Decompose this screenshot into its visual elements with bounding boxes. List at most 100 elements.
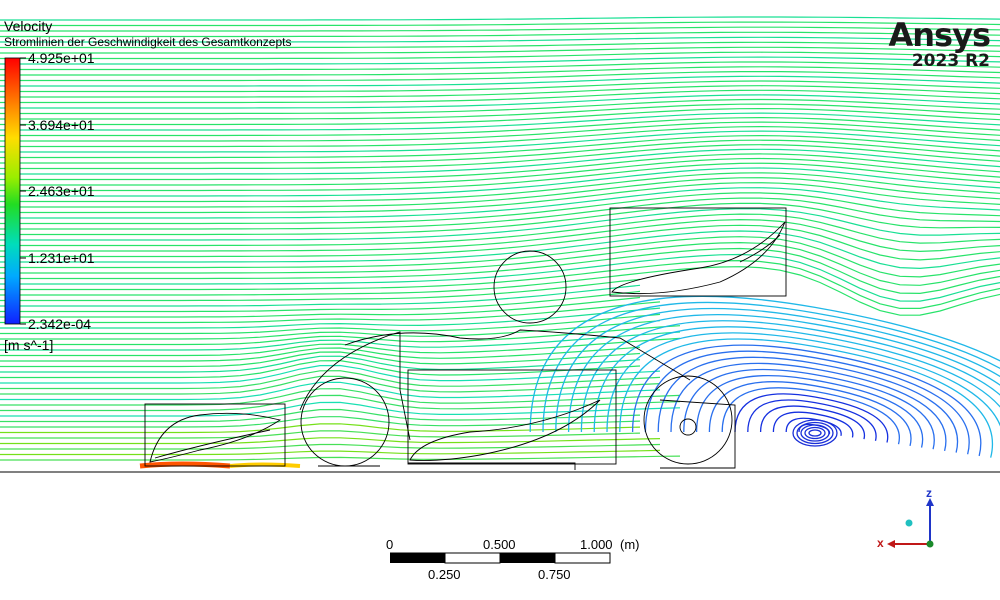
- streamline: [0, 157, 1000, 186]
- streamline: [0, 208, 1000, 241]
- vehicle-geometry: [144, 207, 787, 470]
- wake-streamline: [619, 338, 993, 458]
- wake-streamline: [542, 301, 1000, 433]
- scale-label-0750: 0.750: [538, 567, 571, 582]
- streamline: [0, 144, 1000, 170]
- streamline: [0, 388, 681, 406]
- streamline: [0, 247, 1000, 295]
- streamline: [0, 416, 641, 428]
- scale-label-0500: 0.500: [483, 537, 516, 552]
- legend-title: Velocity: [4, 18, 53, 34]
- scale-label-0250: 0.250: [428, 567, 461, 582]
- rear-hub: [679, 418, 697, 436]
- streamline: [0, 320, 661, 340]
- vortex-core: [804, 426, 826, 440]
- streamline: [0, 307, 661, 329]
- streamline: [0, 313, 661, 335]
- wake-streamline: [593, 326, 1000, 433]
- streamline: [0, 253, 1000, 302]
- streamline: [0, 364, 661, 384]
- streamline: [0, 355, 641, 373]
- streamline: [0, 278, 641, 302]
- ansys-logo: Ansys 2023 R2: [889, 18, 991, 70]
- streamline: [0, 139, 1000, 164]
- z-axis-label: z: [926, 486, 932, 500]
- rear-wing-flap: [739, 234, 781, 263]
- brand-version: 2023 R2: [911, 51, 990, 71]
- streamline: [0, 408, 641, 423]
- axis-triad[interactable]: [887, 498, 934, 548]
- streamline: [0, 177, 1000, 208]
- wake-streamline: [747, 399, 877, 441]
- streamline: [0, 103, 1000, 120]
- legend-color-bar: [4, 57, 21, 325]
- streamline: [0, 266, 1000, 316]
- wake-streamline: [670, 362, 947, 452]
- wake-streamline: [580, 320, 1000, 433]
- legend-tick-2: 3.694e+01: [28, 117, 95, 133]
- driver-helmet: [493, 250, 567, 324]
- rear-body: [659, 399, 736, 469]
- streamline: [0, 381, 661, 401]
- brand-name: Ansys: [888, 16, 991, 54]
- streamline: [0, 437, 661, 445]
- streamline: [0, 121, 1000, 142]
- scale-label-1000: 1.000: [580, 537, 613, 552]
- wake-streamline: [567, 313, 1000, 433]
- wake-streamline: [734, 393, 889, 443]
- front-wing-flap: [154, 429, 271, 459]
- streamline: [0, 153, 1000, 181]
- sidepod-box: [407, 369, 617, 465]
- streamline: [0, 218, 1000, 253]
- streamline: [0, 21, 1000, 27]
- streamline: [0, 192, 1000, 225]
- streamline: [0, 75, 1000, 87]
- wake-streamline: [772, 411, 854, 438]
- rear-wing-box: [609, 207, 787, 297]
- x-axis-label: x: [877, 536, 884, 550]
- origin-dot-icon: [926, 540, 934, 548]
- streamline: [0, 359, 641, 379]
- streamline: [0, 162, 1000, 192]
- streamline: [0, 213, 1000, 247]
- streamline: [0, 116, 1000, 137]
- legend-tick-min: 2.342e-04: [28, 316, 92, 332]
- wake-streamline: [529, 295, 1000, 433]
- streamline: [0, 301, 661, 324]
- streamline: [0, 351, 641, 368]
- streamline: [0, 290, 641, 313]
- scale-unit: (m): [620, 537, 640, 552]
- floor-line: [408, 462, 576, 470]
- legend-units: [m s^-1]: [4, 337, 54, 353]
- legend-tick-marks: [20, 57, 26, 325]
- wake-streamline: [555, 307, 1000, 433]
- high-velocity-zone: [139, 461, 231, 469]
- streamline: [0, 259, 1000, 309]
- streamline: [0, 112, 1000, 131]
- z-arrow-icon: [926, 498, 934, 506]
- streamline: [0, 230, 1000, 270]
- high-velocity-zone-2: [229, 462, 301, 468]
- streamline: [0, 241, 1000, 286]
- vortex-core: [800, 424, 830, 442]
- streamline: [0, 394, 681, 412]
- streamline: [0, 337, 681, 357]
- streamline: [0, 148, 1000, 175]
- scale-label-0: 0: [386, 537, 394, 552]
- streamline: [0, 430, 641, 439]
- wake-streamline: [683, 368, 935, 450]
- streamline: [0, 61, 1000, 71]
- scale-bar: [390, 552, 611, 564]
- streamline: [0, 296, 641, 318]
- streamlines: [0, 16, 1000, 469]
- vortex-core: [796, 421, 834, 445]
- sidepod-profile: [409, 399, 601, 461]
- vortex-core: [792, 419, 838, 447]
- streamline: [0, 455, 681, 461]
- x-arrow-icon: [887, 540, 895, 548]
- streamline: [0, 224, 1000, 261]
- wake-streamline: [721, 387, 901, 445]
- streamline: [0, 197, 1000, 230]
- wake-streamline: [695, 374, 924, 448]
